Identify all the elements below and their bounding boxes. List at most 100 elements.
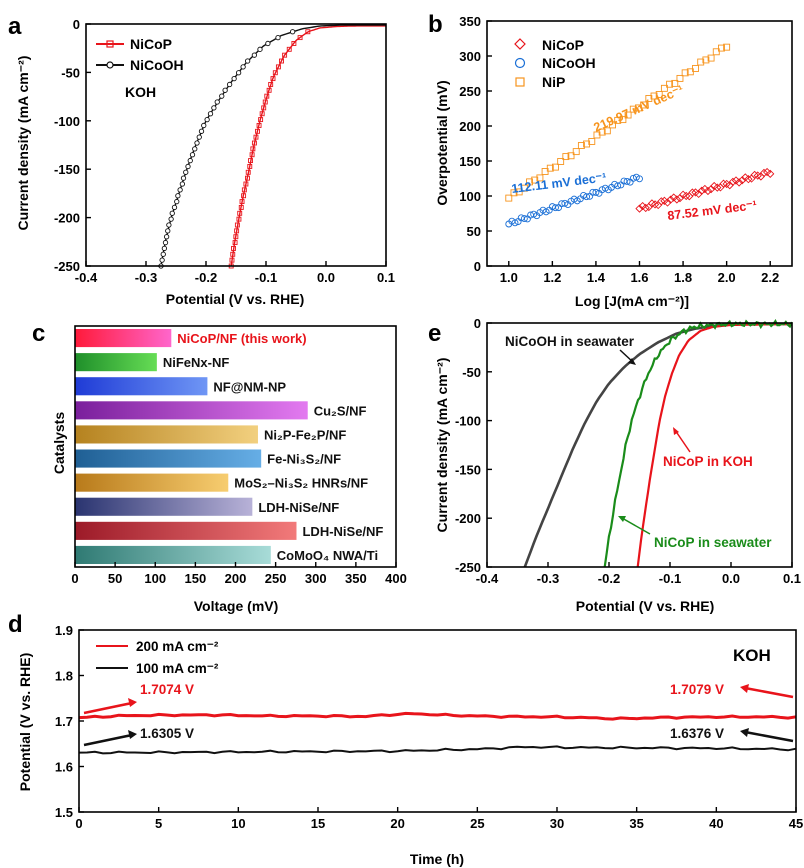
data-point	[703, 186, 713, 196]
x-tick-label: 350	[345, 571, 367, 586]
data-point	[211, 105, 217, 111]
data-point	[697, 58, 705, 66]
x-tick-label: -0.4	[75, 270, 98, 285]
panel-c-letter: c	[32, 320, 45, 347]
data-point	[272, 70, 278, 76]
data-point	[177, 187, 183, 193]
arrow-end-200	[744, 686, 794, 699]
annotation-nicop-seawater: NiCoP in seawater	[654, 535, 772, 550]
x-tick-label: 45	[789, 816, 803, 831]
data-point	[251, 140, 257, 146]
bar-label: Fe-Ni₃S₂/NF	[267, 452, 341, 467]
data-point	[222, 87, 228, 93]
y-tick-label: 1.9	[55, 623, 73, 638]
data-point	[198, 128, 205, 134]
data-point	[232, 240, 238, 246]
bar-label: LDH-NiSe/NF	[258, 500, 339, 515]
arrow-head-nicop-koh	[673, 427, 679, 435]
annotation-start-100: 1.6305 V	[140, 726, 194, 741]
data-point	[561, 199, 569, 207]
y-tick-label: -50	[462, 365, 481, 380]
data-point	[640, 101, 648, 109]
bar	[75, 497, 253, 516]
x-tick-label: 100	[144, 571, 166, 586]
data-point	[174, 198, 180, 205]
data-point	[515, 188, 523, 196]
panel-e-plot-area	[523, 318, 793, 568]
data-point	[192, 146, 198, 152]
data-point	[657, 197, 666, 206]
data-point	[666, 195, 675, 204]
data-point	[636, 175, 643, 183]
x-tick-label: 1.4	[587, 270, 606, 285]
panel-b-letter: b	[428, 11, 443, 38]
bar	[75, 449, 262, 468]
data-point	[282, 52, 288, 58]
data-point	[257, 46, 263, 52]
data-point	[583, 140, 591, 148]
series-line-nicooh	[160, 24, 386, 267]
data-point	[663, 198, 672, 207]
data-point	[238, 204, 244, 210]
data-point	[236, 216, 242, 222]
data-point	[583, 193, 591, 201]
data-point	[163, 234, 170, 240]
data-point	[194, 140, 200, 146]
data-point	[753, 171, 762, 180]
bar-label: MoS₂–Ni₃S₂ HNRs/NF	[234, 476, 368, 491]
x-tick-label: -0.1	[255, 270, 277, 285]
data-point	[629, 105, 637, 113]
data-point	[239, 199, 245, 205]
data-point	[279, 58, 284, 64]
data-point	[712, 48, 720, 56]
data-point	[180, 175, 187, 181]
annotation-end-200: 1.7079 V	[670, 682, 724, 697]
axes-frame	[85, 23, 387, 267]
x-tick-label: 0	[75, 816, 82, 831]
data-point	[531, 176, 539, 184]
data-point	[650, 92, 658, 100]
panel-a: a -0.4 -0.3 -0.2 -0.1 0.0 0.1 0 -50 -100 -150 -200…	[8, 13, 395, 307]
legend-label-nicop: NiCoP	[542, 37, 584, 53]
data-point	[750, 170, 759, 180]
axes-frame	[486, 20, 793, 267]
data-point	[196, 134, 202, 140]
data-point	[204, 116, 210, 123]
x-tick-label: 300	[305, 571, 327, 586]
y-tick-label: -150	[455, 462, 481, 477]
data-point	[546, 164, 554, 172]
x-tick-label: 1.6	[630, 270, 648, 285]
data-point	[207, 111, 214, 117]
panel-d-plot-area	[78, 711, 797, 755]
data-point	[231, 75, 237, 82]
series-line-nicop-in-koh	[636, 322, 792, 568]
data-point	[641, 203, 650, 213]
data-point	[171, 204, 178, 211]
data-point	[723, 43, 731, 51]
data-point	[165, 228, 171, 234]
bar-label: Cu₂S/NF	[314, 403, 367, 418]
panel-a-axes: -0.4 -0.3 -0.2 -0.1 0.0 0.1 0 -50 -100 -150 -200 -2…	[54, 17, 395, 285]
data-point	[237, 210, 243, 216]
annotation-nicop-koh: NiCoP in KOH	[663, 454, 753, 469]
data-point	[713, 183, 722, 192]
arrow-head-nicop-seawater	[618, 516, 626, 522]
axes-frame	[486, 322, 793, 568]
legend-label-nicop: NiCoP	[130, 36, 172, 52]
data-point	[229, 257, 235, 263]
panel-e: e -0.4 -0.3 -0.2 -0.1 0.0 0.1 0 -50 -100 -150 -200…	[428, 316, 801, 614]
bar-label: NiCoP/NF (this work)	[177, 331, 306, 346]
legend-marker-nicooh	[106, 61, 114, 69]
data-point	[681, 69, 689, 77]
data-point	[162, 239, 169, 246]
bar-label: NiFeNx-NF	[163, 355, 230, 370]
annotation-start-200: 1.7074 V	[140, 682, 194, 697]
arrow-nicop-seawater	[621, 517, 651, 535]
data-point	[623, 178, 631, 185]
data-point	[234, 222, 240, 228]
data-point	[249, 152, 255, 158]
data-point	[697, 186, 706, 195]
data-point	[744, 175, 753, 184]
y-tick-label: 0	[73, 17, 80, 32]
